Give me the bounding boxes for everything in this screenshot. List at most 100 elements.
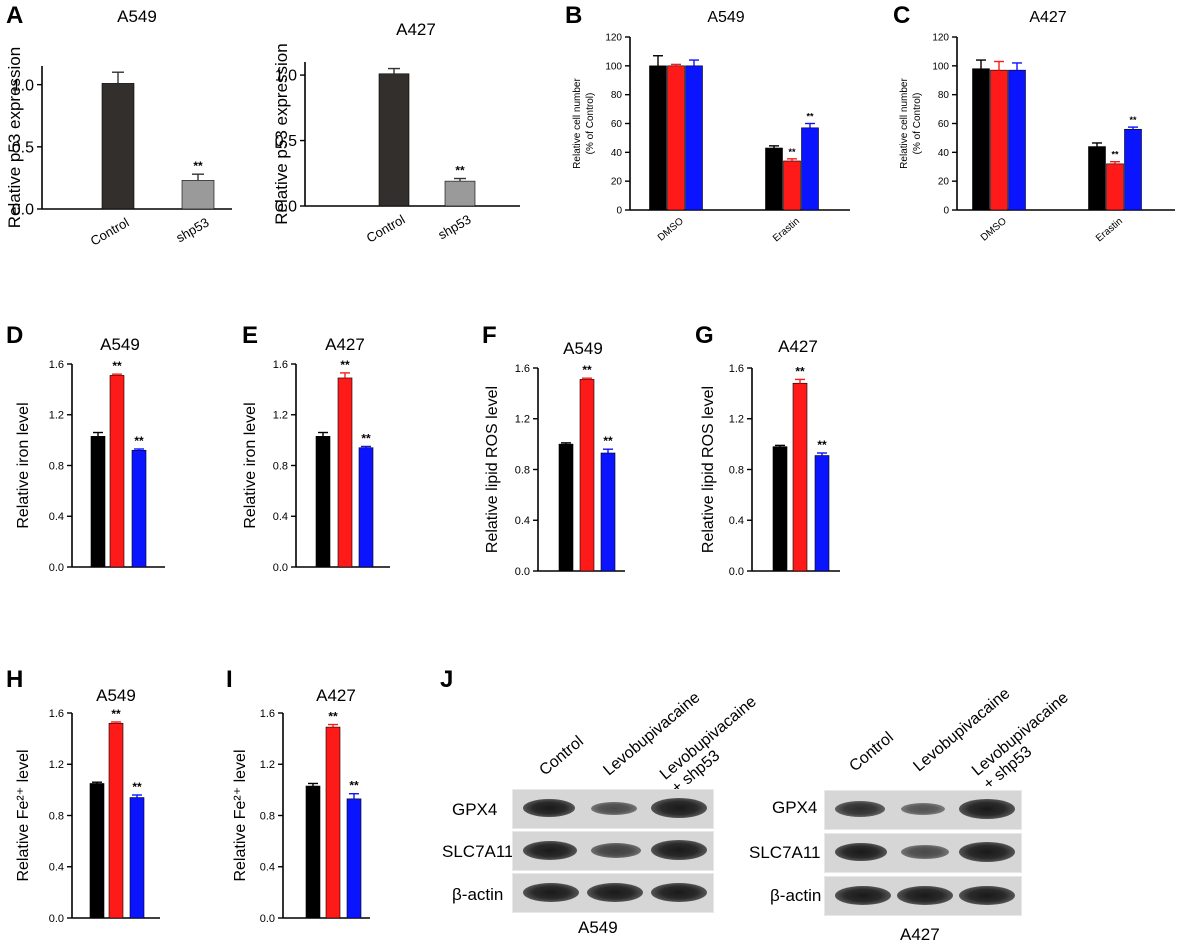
y-tick-label: 0.0 <box>12 202 34 219</box>
y-tick-label: 0.8 <box>49 810 64 822</box>
blot-band <box>835 843 887 861</box>
protein-label-beta-actin: β-actin <box>452 885 504 904</box>
significance-label: ** <box>112 359 122 373</box>
significance-label: ** <box>582 363 592 377</box>
bar <box>600 452 616 572</box>
bar <box>649 65 667 211</box>
blot-band <box>959 886 1015 905</box>
bar <box>772 446 788 572</box>
blot-band <box>959 842 1015 862</box>
significance-label: ** <box>134 434 144 448</box>
y-tick-label: 1.6 <box>260 708 275 720</box>
y-axis-label: Relative cell number <box>572 78 583 169</box>
blot-band <box>651 840 707 860</box>
x-tick-label: shp53 <box>173 215 211 246</box>
y-tick-label: 1.2 <box>273 410 288 422</box>
chart-e: A427 0.0 0.4 0.8 1.2 1.6 Relative iron level **… <box>242 335 390 574</box>
bar <box>814 455 830 572</box>
y-tick-label: 120 <box>605 33 622 44</box>
y-tick-label: 40 <box>611 148 623 159</box>
chart-title: A427 <box>396 20 436 39</box>
panel-letter-f: F <box>482 322 497 349</box>
blot-strip-slc7a11 <box>824 833 1022 873</box>
x-tick-label: Erastin <box>1094 216 1125 244</box>
blot-strip-gpx4 <box>824 790 1022 830</box>
y-axis-label: Relative iron level <box>15 402 32 528</box>
bar <box>579 379 595 572</box>
y-tick-label: 0.4 <box>729 515 744 527</box>
y-axis-label: Relative Fe²⁺ level <box>232 749 249 881</box>
y-axis-label: Relative Fe²⁺ level <box>15 749 32 881</box>
chart-g: A427 0.0 0.4 0.8 1.2 1.6 Relative lipid ROS le… <box>700 337 840 578</box>
blot-band <box>591 843 641 858</box>
y-tick-label: 20 <box>938 177 950 188</box>
y-tick-label: 100 <box>932 61 949 72</box>
y-tick-label: 0.4 <box>49 862 64 874</box>
panel-letter-b: B <box>565 2 583 29</box>
y-tick-label: 0.0 <box>729 566 744 578</box>
significance-label: ** <box>349 779 359 793</box>
y-tick-label: 40 <box>938 148 950 159</box>
significance-label: ** <box>1111 150 1119 160</box>
bar <box>792 382 808 572</box>
significance-label: ** <box>193 159 203 173</box>
y-axis-label: Relative lipid ROS level <box>484 386 501 553</box>
y-tick-label: 0.5 <box>275 133 297 150</box>
y-tick-label: 0.8 <box>515 464 530 476</box>
bar <box>129 797 145 919</box>
panel-letter-e: E <box>242 322 259 349</box>
chart-title: A549 <box>563 339 603 358</box>
chart-d: A549 0.0 0.4 0.8 1.2 1.6 Relative iron level **… <box>15 335 165 574</box>
blot-band <box>651 798 707 818</box>
y-tick-label: 0.8 <box>729 464 744 476</box>
y-tick-label: 0.0 <box>275 199 297 216</box>
blot-strip-slc7a11 <box>512 831 714 871</box>
x-tick-label: Control <box>364 212 408 246</box>
panel-letter-c: C <box>893 2 911 29</box>
x-tick-label: shp53 <box>435 212 473 243</box>
blot-band <box>651 883 707 902</box>
panel-letter-i: I <box>226 666 233 693</box>
y-tick-label: 0.0 <box>515 566 530 578</box>
significance-label: ** <box>603 434 613 448</box>
significance-label: ** <box>795 364 805 378</box>
y-tick-label: 120 <box>932 33 949 44</box>
y-tick-label: 1.0 <box>275 68 297 85</box>
significance-label: ** <box>788 147 796 157</box>
y-tick-label: 1.6 <box>49 708 64 720</box>
y-axis-label: Relative p53 expression <box>272 43 291 224</box>
panel-letter-a: A <box>6 2 24 29</box>
y-tick-label: 1.2 <box>49 759 64 771</box>
blot-band <box>835 801 885 817</box>
blot-caption: A427 <box>900 925 940 944</box>
panel-letter-g: G <box>695 322 714 349</box>
y-tick-label: 1.2 <box>729 414 744 426</box>
protein-label-beta-actin: β-actin <box>770 886 822 905</box>
y-axis-label: Relative iron level <box>242 402 259 528</box>
bar <box>108 722 124 919</box>
y-tick-label: 80 <box>611 90 623 101</box>
bar <box>131 449 147 568</box>
y-tick-label: 1.2 <box>260 759 275 771</box>
blot-band <box>901 845 949 859</box>
protein-label-slc7a11: SLC7A11 <box>442 842 514 861</box>
bar <box>305 785 321 919</box>
y-tick-label: 0.0 <box>49 562 64 574</box>
y-axis-label-line2: (% of Control) <box>585 93 596 155</box>
bar <box>685 65 703 211</box>
bar <box>783 160 801 211</box>
x-tick-label: DMSO <box>656 216 686 244</box>
y-axis-label: Relative p53 expression <box>5 47 24 228</box>
bar <box>346 798 362 919</box>
chart-title: A549 <box>117 7 157 26</box>
x-tick-label: Control <box>88 215 132 249</box>
panel-letter-j: J <box>440 666 454 693</box>
blot-band <box>897 886 953 905</box>
y-tick-label: 1.6 <box>729 363 744 375</box>
significance-label: ** <box>817 438 827 452</box>
blot-band <box>523 799 575 817</box>
y-tick-label: 0 <box>943 206 949 217</box>
bar <box>337 377 353 568</box>
